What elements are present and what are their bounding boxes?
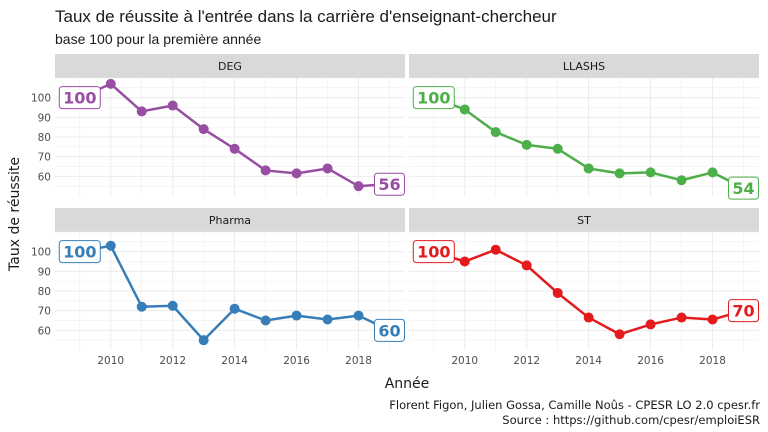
x-tick-label: 2016 [283, 355, 310, 367]
data-point [521, 139, 532, 150]
facet-panels: DEG 60 70 80 90 100 100 56 LLASHS 100 54 Pharma 60 70… [31, 54, 760, 367]
start-value-label: 100 [417, 243, 450, 262]
facet-strip-st [409, 208, 759, 232]
data-point [198, 124, 209, 135]
data-point [614, 168, 625, 179]
facet-strip-deg [55, 54, 405, 78]
start-value-label-box [412, 86, 455, 110]
x-tick-label: 2012 [159, 355, 186, 367]
data-point [583, 312, 594, 323]
end-value-label: 60 [378, 321, 400, 340]
chart-subtitle: base 100 pour la première année [55, 31, 261, 47]
x-tick-label: 2014 [575, 355, 602, 367]
facet-strip-pharma [55, 208, 405, 232]
x-tick-label: 2016 [637, 355, 664, 367]
data-point [291, 310, 302, 321]
facet-st: ST 2010 2012 2014 2016 2018 100 70 [409, 208, 760, 367]
data-point [583, 163, 594, 174]
y-tick-label: 70 [38, 306, 51, 318]
end-value-label-box [728, 176, 760, 200]
end-value-label-box [374, 172, 406, 196]
end-value-label: 56 [378, 175, 400, 194]
y-tick-label: 60 [38, 171, 51, 183]
data-point [459, 256, 470, 267]
data-point [105, 240, 116, 251]
data-point [167, 100, 178, 111]
start-value-label-box [58, 240, 101, 264]
data-point [291, 168, 302, 179]
chart-title: Taux de réussite à l'entrée dans la carr… [55, 7, 557, 26]
start-value-label: 100 [417, 89, 450, 108]
caption-source: Source : https://github.com/cpesr/emploi… [502, 413, 760, 427]
facet-strip-label: ST [577, 214, 591, 227]
data-point [707, 167, 718, 178]
data-point [459, 104, 470, 115]
y-tick-label: 90 [38, 266, 51, 278]
data-point [136, 301, 147, 312]
x-tick-label: 2018 [699, 355, 726, 367]
end-value-label: 70 [732, 302, 754, 321]
data-point [229, 303, 240, 314]
start-value-label: 100 [63, 89, 96, 108]
data-point [490, 127, 501, 138]
y-tick-label: 80 [38, 132, 51, 144]
y-tick-label: 70 [38, 152, 51, 164]
data-point [490, 244, 501, 255]
data-point [105, 78, 116, 89]
facet-deg: DEG 60 70 80 90 100 100 56 [31, 54, 406, 196]
data-point [260, 315, 271, 326]
data-point [676, 175, 687, 186]
end-value-label: 54 [732, 179, 754, 198]
data-point [167, 300, 178, 311]
data-point [353, 181, 364, 192]
start-value-label: 100 [63, 243, 96, 262]
x-tick-label: 2010 [97, 355, 124, 367]
y-tick-label: 60 [38, 325, 51, 337]
data-point [260, 165, 271, 176]
facet-strip-label: DEG [218, 60, 242, 73]
data-point [521, 260, 532, 271]
y-tick-label: 100 [31, 247, 51, 259]
data-point [322, 314, 333, 325]
data-point [676, 312, 687, 323]
data-point [552, 287, 563, 298]
y-axis-title: Taux de réussite [7, 157, 23, 272]
facet-strip-label: LLASHS [563, 60, 605, 73]
start-value-label-box [58, 86, 101, 110]
y-tick-label: 90 [38, 112, 51, 124]
x-tick-label: 2010 [451, 355, 478, 367]
end-value-label-box [374, 318, 406, 342]
start-value-label-box [412, 240, 455, 264]
data-point [229, 143, 240, 154]
y-tick-label: 100 [31, 93, 51, 105]
data-point [707, 314, 718, 325]
end-value-label-box [728, 299, 760, 323]
data-point [645, 319, 656, 330]
x-tick-label: 2018 [345, 355, 372, 367]
x-tick-label: 2014 [221, 355, 248, 367]
data-point [645, 167, 656, 178]
caption-credits: Florent Figon, Julien Gossa, Camille Noû… [389, 398, 760, 412]
x-tick-label: 2012 [513, 355, 540, 367]
data-point [353, 310, 364, 321]
facet-strip-llashs [409, 54, 759, 78]
facet-strip-label: Pharma [209, 214, 251, 227]
data-point [552, 143, 563, 154]
y-tick-label: 80 [38, 286, 51, 298]
data-point [614, 329, 625, 340]
facet-pharma: Pharma 60 70 80 90 100 2010 2012 2014 2016 2018 100… [31, 208, 406, 367]
x-axis-title: Année [385, 376, 430, 392]
data-point [136, 106, 147, 117]
data-point [198, 335, 209, 346]
facet-llashs: LLASHS 100 54 [409, 54, 760, 200]
data-point [322, 163, 333, 174]
